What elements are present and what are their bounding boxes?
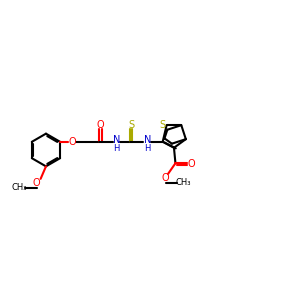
Text: CH₃: CH₃ [12,183,27,192]
Text: O: O [97,120,104,130]
Text: CH₃: CH₃ [175,178,190,187]
Text: O: O [187,159,195,169]
Text: H: H [144,144,150,153]
Text: N: N [113,135,120,145]
Text: S: S [128,120,134,130]
Text: N: N [143,135,151,145]
Text: S: S [159,120,165,130]
Text: O: O [69,137,76,147]
Text: H: H [113,144,120,153]
Text: O: O [162,173,170,183]
Text: O: O [33,178,40,188]
